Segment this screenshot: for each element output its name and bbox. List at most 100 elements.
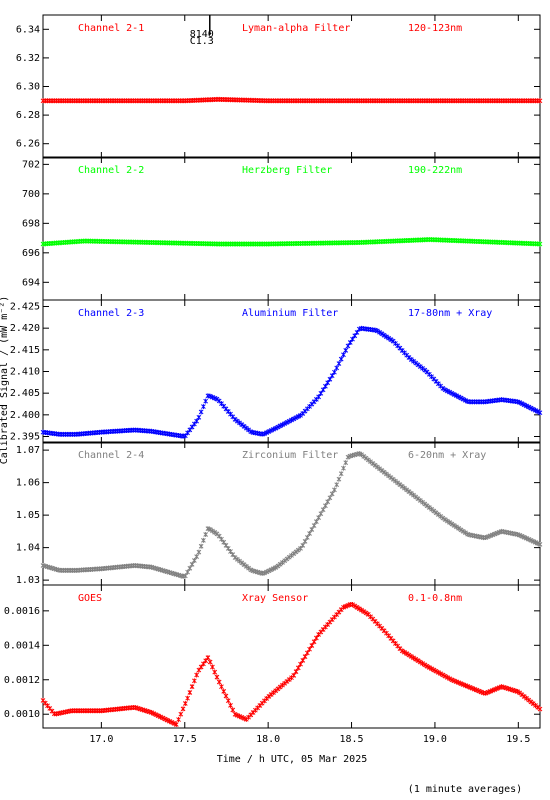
y-tick-label: 1.06 [16,478,40,489]
data-point [456,525,462,531]
data-point [178,711,184,717]
data-point [185,695,190,701]
data-point [92,708,98,714]
data-point [408,357,414,363]
data-point [420,660,425,666]
data-point [329,373,335,379]
data-point [112,98,118,104]
data-point [119,98,125,104]
data-point [223,693,229,699]
data-point [424,663,430,669]
data-point [194,418,199,424]
data-point [232,241,238,247]
data-point [65,98,71,104]
data-point [284,678,290,684]
data-point [232,555,238,561]
data-point [316,515,321,521]
data-point [379,98,385,104]
data-point [198,664,204,670]
data-point [397,482,403,488]
data-point [223,542,229,548]
data-point [307,530,312,536]
data-point [535,409,541,415]
data-point [323,383,328,389]
x-tick-label: 19.0 [423,734,447,745]
y-tick-label: 6.32 [16,53,40,64]
data-point [198,409,204,415]
data-point [241,423,247,429]
data-point [483,98,489,104]
y-tick-label: 1.04 [16,543,40,554]
data-point [447,676,452,682]
data-point [298,545,303,551]
data-point [187,565,193,571]
data-point [426,664,432,670]
data-point [316,394,321,400]
data-point [519,692,525,698]
data-point [219,536,224,542]
data-point [408,490,414,496]
data-point [196,414,202,420]
y-tick-label: 2.400 [10,410,40,421]
data-point [347,98,353,104]
data-point [291,98,297,104]
data-point [336,476,342,482]
data-point [293,669,299,675]
channel-label: Channel 2-2 [78,165,144,176]
data-point [368,98,373,104]
data-point [225,545,231,551]
data-point [381,469,387,475]
data-point [343,98,349,104]
y-tick-label: 2.420 [10,323,40,334]
data-point [447,389,452,395]
data-point [449,390,455,396]
data-point [284,556,290,562]
data-point [246,427,251,433]
data-point [309,98,315,104]
data-point [345,98,351,104]
data-point [417,98,423,104]
data-point [243,563,249,569]
data-point [192,558,197,564]
data-point [237,241,242,247]
data-point [435,512,441,518]
data-point [189,561,195,567]
data-point [352,98,358,104]
data-point [221,241,227,247]
data-point [210,664,215,670]
data-point [320,507,326,513]
data-point [320,98,326,104]
data-point [426,504,432,510]
data-point [192,678,197,684]
data-point [526,697,532,703]
data-point [338,356,344,362]
data-point [420,365,425,371]
data-point [345,343,351,349]
data-point [300,657,306,663]
data-point [341,465,346,471]
data-point [286,98,292,104]
data-point [255,241,260,247]
data-point [239,560,245,566]
data-point [124,98,129,104]
data-point [390,476,396,482]
data-point [445,98,450,104]
data-point [356,606,362,612]
y-tick-label: 6.26 [16,139,40,150]
data-point [313,98,319,104]
band-label: 120-123nm [408,23,462,34]
data-point [370,460,376,466]
data-point [343,347,349,353]
data-point [377,98,382,104]
data-point [239,241,245,247]
data-point [212,529,218,535]
data-point [467,98,473,104]
data-point [63,567,68,573]
data-point [345,454,351,460]
data-point [291,551,297,557]
data-point [433,98,439,104]
data-point [494,98,500,104]
data-point [537,241,543,247]
data-series [40,601,543,727]
y-tick-label: 0.0014 [4,640,40,651]
